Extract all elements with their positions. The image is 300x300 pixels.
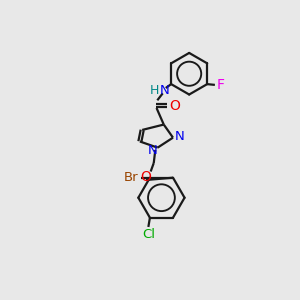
Text: Br: Br — [124, 171, 139, 184]
Text: N: N — [147, 144, 157, 157]
Text: N: N — [174, 130, 184, 142]
Text: F: F — [217, 78, 225, 92]
Text: H: H — [150, 84, 160, 97]
Text: O: O — [169, 99, 181, 113]
Text: O: O — [141, 170, 152, 184]
Text: N: N — [160, 84, 170, 97]
Text: Cl: Cl — [142, 228, 155, 241]
